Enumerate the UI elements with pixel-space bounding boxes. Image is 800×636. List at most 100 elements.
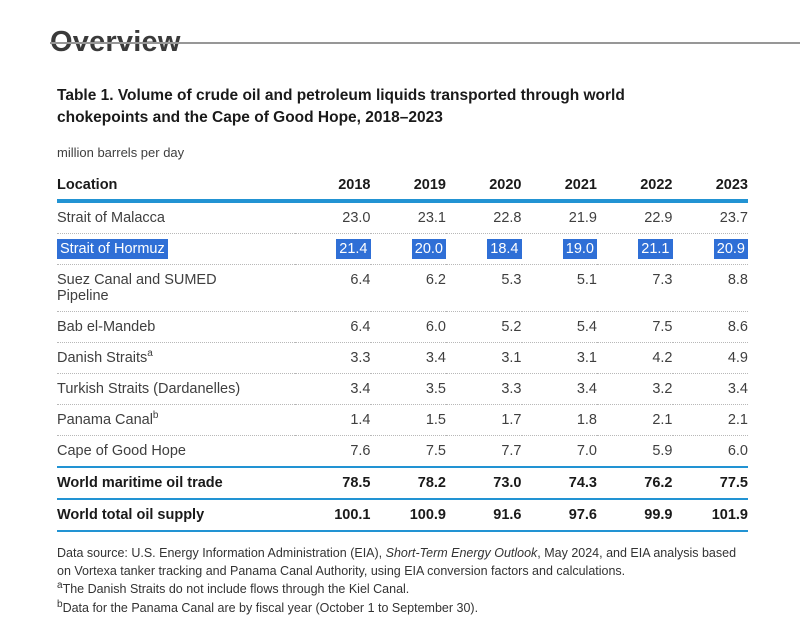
cell-value: 100.1 bbox=[295, 497, 371, 532]
cell-value: 5.9 bbox=[597, 435, 673, 468]
cell-value: 20.0 bbox=[370, 233, 446, 265]
row-label: Bab el-Mandeb bbox=[57, 311, 295, 343]
table-row-strait-of-malacca: Strait of Malacca 23.0 23.1 22.8 21.9 22… bbox=[57, 200, 748, 234]
table-title-line2: chokepoints and the Cape of Good Hope, 2… bbox=[57, 109, 443, 127]
cell-value: 99.9 bbox=[597, 497, 673, 532]
cell-value: 21.1 bbox=[597, 233, 673, 265]
chokepoints-table: Location 2018 2019 2020 2021 2022 2023 S… bbox=[57, 172, 748, 532]
cell-value: 3.1 bbox=[521, 342, 597, 374]
cell-value: 6.4 bbox=[295, 311, 371, 343]
table-row-bab-el-mandeb: Bab el-Mandeb 6.4 6.0 5.2 5.4 7.5 8.6 bbox=[57, 311, 748, 343]
selected-text: 20.0 bbox=[411, 238, 446, 259]
column-header-location: Location bbox=[57, 172, 295, 203]
selected-text: 18.4 bbox=[487, 238, 522, 259]
cell-value: 5.1 bbox=[521, 264, 597, 312]
cell-value: 78.5 bbox=[295, 465, 371, 499]
cell-value: 6.0 bbox=[370, 311, 446, 343]
row-label: World maritime oil trade bbox=[57, 465, 295, 499]
table-header-row: Location 2018 2019 2020 2021 2022 2023 bbox=[57, 172, 748, 203]
cell-value: 8.6 bbox=[672, 311, 748, 343]
cell-value: 23.0 bbox=[295, 200, 371, 234]
cell-value: 3.2 bbox=[597, 373, 673, 405]
table-section: Table 1. Volume of crude oil and petrole… bbox=[57, 85, 748, 618]
row-label: Turkish Straits (Dardanelles) bbox=[57, 373, 295, 405]
column-header-2023: 2023 bbox=[672, 172, 748, 203]
footnote-b-marker: b bbox=[57, 598, 63, 610]
cell-value: 1.7 bbox=[446, 404, 522, 436]
table-footer-notes: Data source: U.S. Energy Information Adm… bbox=[57, 545, 748, 618]
data-source-publication: Short-Term Energy Outlook bbox=[385, 545, 538, 560]
cell-value: 100.9 bbox=[370, 497, 446, 532]
column-header-2020: 2020 bbox=[446, 172, 522, 203]
row-label: Strait of Malacca bbox=[57, 200, 295, 234]
cell-value: 23.7 bbox=[672, 200, 748, 234]
cell-value: 7.6 bbox=[295, 435, 371, 468]
cell-value: 1.4 bbox=[295, 404, 371, 436]
units-label: million barrels per day bbox=[57, 144, 185, 160]
cell-value: 5.4 bbox=[521, 311, 597, 343]
cell-value: 4.2 bbox=[597, 342, 673, 374]
cell-value: 19.0 bbox=[521, 233, 597, 265]
table-row-danish-straits: Danish Straitsa 3.3 3.4 3.1 3.1 4.2 4.9 bbox=[57, 342, 748, 374]
data-source-note: Data source: U.S. Energy Information Adm… bbox=[57, 545, 748, 581]
cell-value: 7.3 bbox=[597, 264, 673, 312]
cell-value: 22.9 bbox=[597, 200, 673, 234]
cell-value: 3.4 bbox=[295, 373, 371, 405]
column-header-2022: 2022 bbox=[597, 172, 673, 203]
cell-value: 3.3 bbox=[295, 342, 371, 374]
data-source-prefix: Data source: U.S. Energy Information Adm… bbox=[57, 545, 386, 560]
cell-value: 73.0 bbox=[446, 465, 522, 499]
table-row-world-maritime-oil-trade: World maritime oil trade 78.5 78.2 73.0 … bbox=[57, 465, 748, 499]
table-title: Table 1. Volume of crude oil and petrole… bbox=[57, 85, 737, 130]
cell-value: 3.5 bbox=[370, 373, 446, 405]
cell-value: 2.1 bbox=[672, 404, 748, 436]
table-title-line1: Table 1. Volume of crude oil and petrole… bbox=[57, 86, 625, 104]
cell-value: 3.4 bbox=[370, 342, 446, 374]
cell-value: 4.9 bbox=[672, 342, 748, 374]
cell-value: 74.3 bbox=[521, 465, 597, 499]
cell-value: 5.2 bbox=[446, 311, 522, 343]
column-header-2021: 2021 bbox=[521, 172, 597, 203]
cell-value: 3.3 bbox=[446, 373, 522, 405]
cell-value: 22.8 bbox=[446, 200, 522, 234]
footnote-a-marker: a bbox=[57, 580, 63, 592]
table-row-strait-of-hormuz-selected: Strait of Hormuz 21.4 20.0 18.4 19.0 21.… bbox=[57, 233, 748, 265]
selected-text: 19.0 bbox=[562, 238, 597, 259]
cell-value: 97.6 bbox=[521, 497, 597, 532]
selected-text: 21.1 bbox=[638, 238, 673, 259]
cell-value: 2.1 bbox=[597, 404, 673, 436]
table-row-world-total-oil-supply: World total oil supply 100.1 100.9 91.6 … bbox=[57, 497, 748, 532]
row-label: Suez Canal and SUMED Pipeline bbox=[57, 264, 295, 312]
cell-value: 3.4 bbox=[672, 373, 748, 405]
footnote-b-text: Data for the Panama Canal are by fiscal … bbox=[62, 601, 479, 616]
cell-value: 20.9 bbox=[672, 233, 748, 265]
cell-value: 78.2 bbox=[370, 465, 446, 499]
table-row-cape-of-good-hope: Cape of Good Hope 7.6 7.5 7.7 7.0 5.9 6.… bbox=[57, 435, 748, 468]
table-row-turkish-straits: Turkish Straits (Dardanelles) 3.4 3.5 3.… bbox=[57, 373, 748, 405]
row-label-text: Panama Canal bbox=[57, 411, 153, 428]
top-divider-rule bbox=[50, 42, 800, 44]
cell-value: 7.5 bbox=[597, 311, 673, 343]
data-source-suffix: , May 2024, and EIA analysis based on Vo… bbox=[57, 545, 737, 578]
cell-value: 91.6 bbox=[446, 497, 522, 532]
table-row-panama-canal: Panama Canalb 1.4 1.5 1.7 1.8 2.1 2.1 bbox=[57, 404, 748, 436]
cell-value: 7.7 bbox=[446, 435, 522, 468]
cell-value: 6.4 bbox=[295, 264, 371, 312]
column-header-2019: 2019 bbox=[370, 172, 446, 203]
cell-value: 6.2 bbox=[370, 264, 446, 312]
cell-value: 6.0 bbox=[672, 435, 748, 468]
cell-value: 21.9 bbox=[521, 200, 597, 234]
cell-value: 21.4 bbox=[295, 233, 371, 265]
footnote-a-text: The Danish Straits do not include flows … bbox=[62, 582, 410, 597]
selected-text: Strait of Hormuz bbox=[57, 238, 168, 259]
cell-value: 77.5 bbox=[672, 465, 748, 499]
column-header-2018: 2018 bbox=[295, 172, 371, 203]
row-label: World total oil supply bbox=[57, 497, 295, 532]
table-row-suez-canal-sumed: Suez Canal and SUMED Pipeline 6.4 6.2 5.… bbox=[57, 264, 748, 312]
cell-value: 5.3 bbox=[446, 264, 522, 312]
cell-value: 101.9 bbox=[672, 497, 748, 532]
cell-value: 3.4 bbox=[521, 373, 597, 405]
row-label: Strait of Hormuz bbox=[57, 233, 295, 265]
cell-value: 1.8 bbox=[521, 404, 597, 436]
cell-value: 7.5 bbox=[370, 435, 446, 468]
